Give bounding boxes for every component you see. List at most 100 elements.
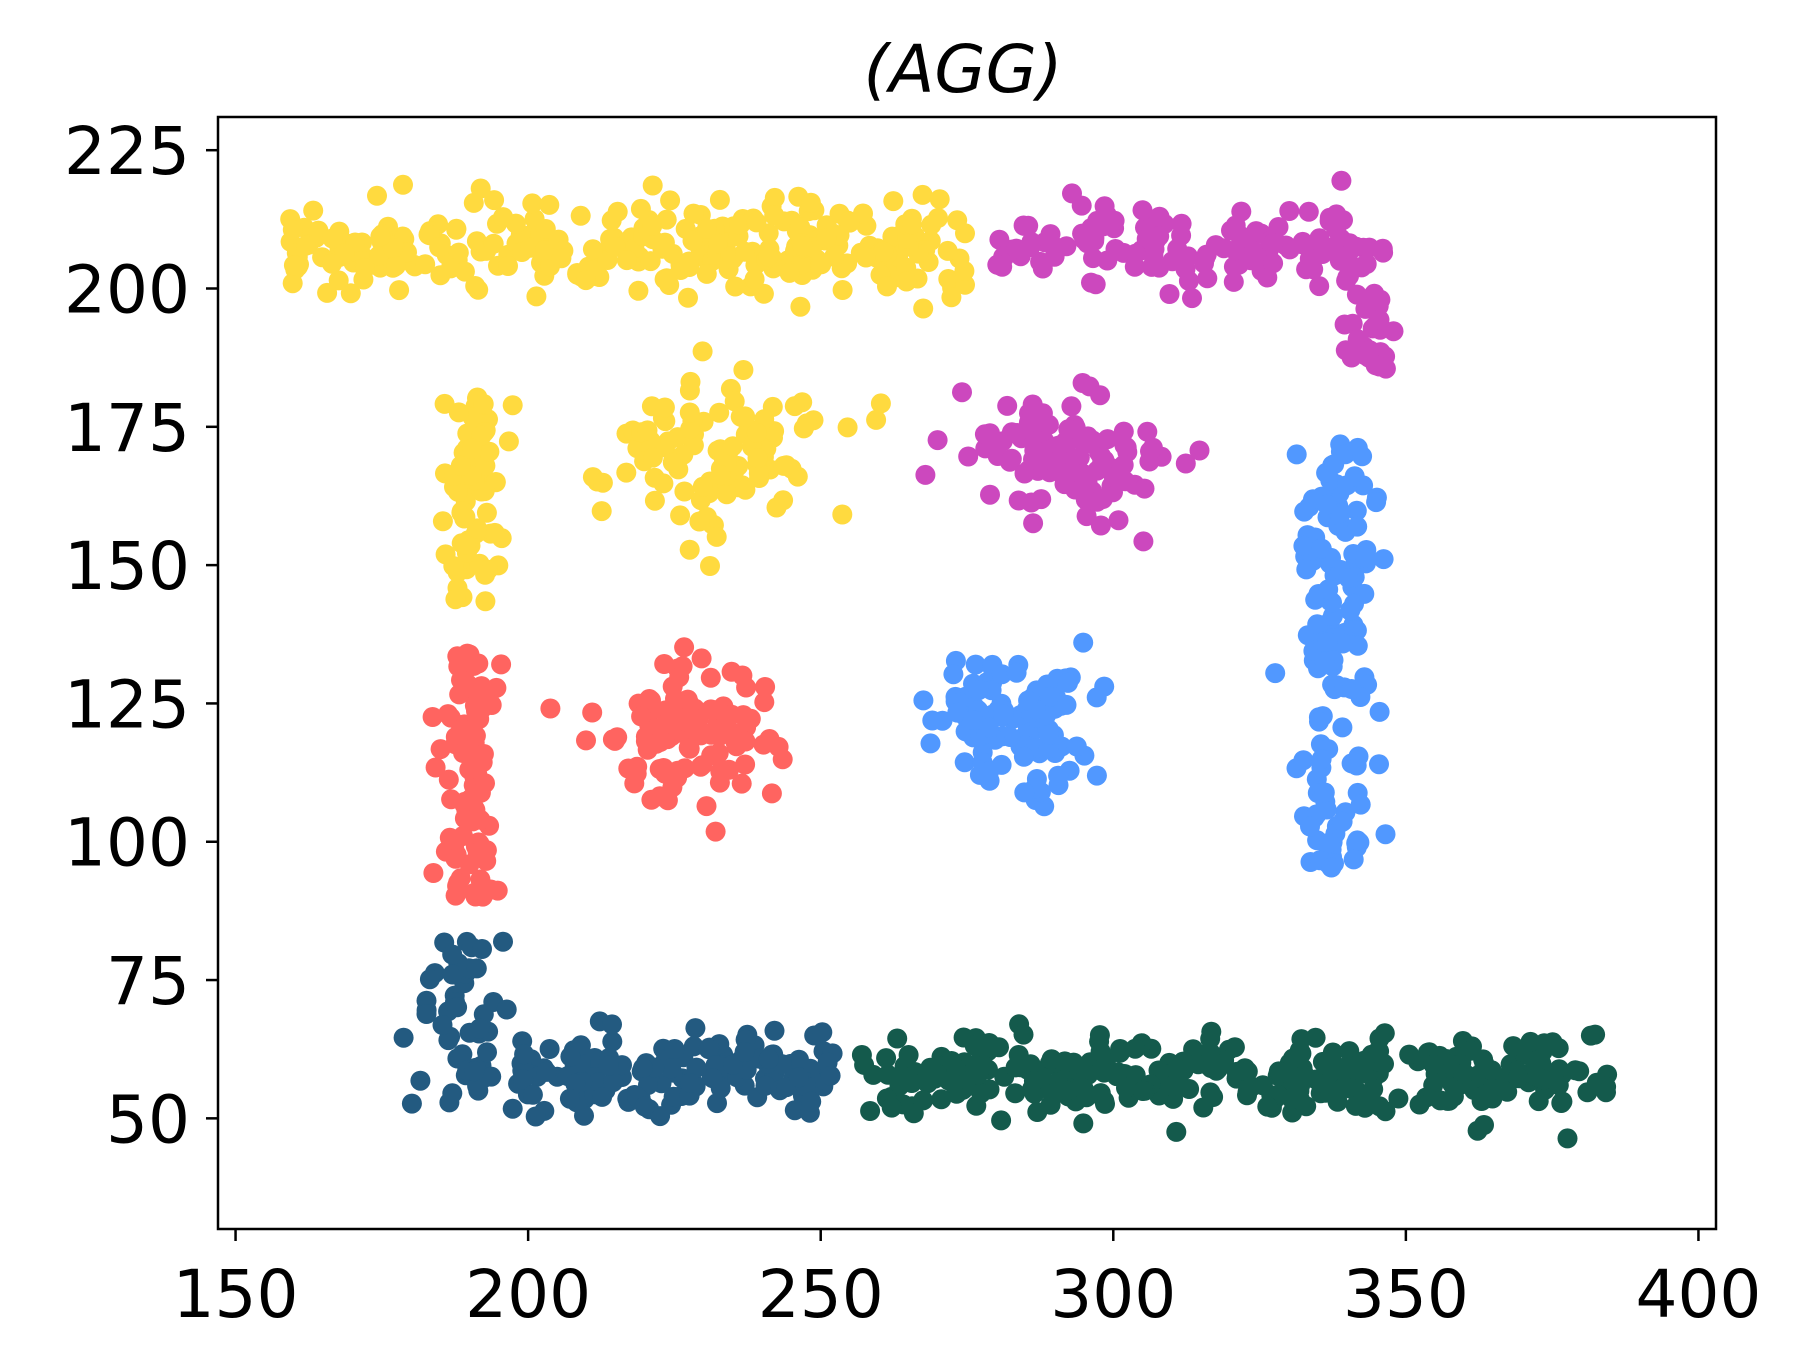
data-point [1087, 210, 1108, 231]
data-point [1309, 276, 1330, 297]
data-point [1356, 254, 1377, 274]
x-tick-label: 200 [465, 1256, 591, 1333]
data-point [438, 769, 459, 790]
data-point [467, 1075, 488, 1096]
data-point [689, 511, 710, 532]
data-point [725, 276, 746, 297]
data-point [1103, 467, 1124, 488]
data-point [1329, 505, 1350, 526]
data-point [716, 722, 737, 743]
data-point [685, 1018, 706, 1039]
data-point [662, 452, 683, 473]
data-point [1332, 811, 1353, 832]
data-point [784, 1100, 805, 1121]
data-point [385, 255, 406, 276]
data-point [921, 214, 942, 235]
data-point [979, 761, 1000, 782]
data-point [1352, 446, 1373, 467]
x-axis: 150 200 250 300 350 400 [173, 1229, 1761, 1333]
data-point [415, 254, 436, 275]
data-point [644, 490, 665, 511]
data-point [792, 236, 813, 257]
data-point [734, 1042, 755, 1062]
data-point [954, 752, 975, 773]
data-point [1162, 1076, 1182, 1097]
data-point [1085, 274, 1106, 295]
data-point [498, 431, 519, 452]
data-point [1311, 749, 1332, 770]
data-point [1056, 694, 1077, 715]
data-point [654, 654, 675, 674]
data-point [1194, 253, 1214, 274]
data-point [467, 682, 488, 703]
data-point [451, 670, 471, 691]
data-point [634, 1096, 655, 1117]
data-point [442, 944, 463, 965]
data-point [642, 216, 663, 236]
data-point [1315, 1073, 1336, 1094]
data-point [929, 189, 950, 210]
data-point [1293, 750, 1314, 771]
data-point [820, 1065, 841, 1086]
data-point [913, 690, 934, 711]
data-point [1087, 491, 1108, 512]
data-point [656, 268, 677, 289]
data-point [710, 465, 731, 486]
data-point [920, 733, 941, 754]
data-point [483, 233, 504, 254]
data-point [522, 193, 543, 214]
data-point [1223, 271, 1244, 292]
points-layer [280, 170, 1618, 1149]
data-point [1224, 1037, 1245, 1058]
data-point [1057, 1080, 1078, 1101]
data-point [680, 1073, 701, 1093]
data-point [1143, 245, 1164, 266]
data-point [1355, 345, 1376, 366]
data-point [764, 1020, 785, 1041]
x-tick-label: 350 [1343, 1256, 1469, 1333]
data-point [696, 263, 717, 284]
plot-area-frame [216, 115, 1718, 1231]
data-point [1383, 321, 1404, 342]
data-point [642, 447, 663, 468]
data-point [514, 1044, 535, 1065]
data-point [1197, 268, 1218, 289]
data-point [764, 187, 785, 208]
data-point [680, 371, 701, 392]
data-point [1332, 717, 1353, 738]
data-point [657, 790, 678, 811]
data-point [469, 1018, 490, 1039]
data-point [1399, 1044, 1420, 1065]
series-1 [915, 170, 1404, 552]
data-point [691, 648, 712, 669]
data-point [1369, 1096, 1390, 1117]
data-point [839, 212, 860, 233]
data-point [602, 1014, 622, 1035]
data-point [551, 248, 572, 269]
data-point [926, 1063, 947, 1084]
data-point [438, 1030, 459, 1051]
data-point [438, 704, 458, 725]
data-point [1298, 201, 1319, 222]
data-point [729, 214, 750, 235]
data-point [1263, 233, 1284, 254]
data-point [1175, 453, 1196, 474]
data-point [539, 194, 560, 215]
data-point [1225, 240, 1246, 261]
data-point [1116, 1077, 1136, 1098]
data-point [470, 782, 491, 803]
data-point [1090, 515, 1111, 536]
data-point [430, 265, 451, 286]
data-point [401, 1093, 422, 1114]
data-point [700, 556, 720, 576]
data-point [526, 286, 547, 307]
data-point [475, 591, 496, 612]
data-point [876, 1048, 897, 1069]
data-point [464, 1061, 485, 1082]
data-point [1104, 210, 1125, 231]
data-point [575, 270, 596, 291]
y-tick-label: 200 [64, 252, 190, 329]
data-point [616, 250, 637, 271]
data-point [887, 1028, 908, 1049]
data-point [1166, 1121, 1187, 1142]
